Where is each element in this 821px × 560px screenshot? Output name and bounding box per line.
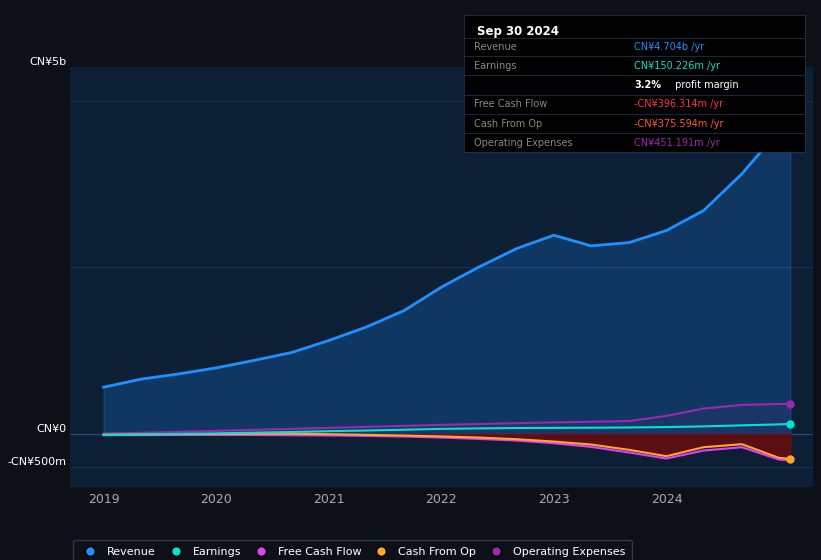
Text: CN¥4.704b /yr: CN¥4.704b /yr <box>635 43 704 53</box>
Legend: Revenue, Earnings, Free Cash Flow, Cash From Op, Operating Expenses: Revenue, Earnings, Free Cash Flow, Cash … <box>73 540 631 560</box>
Text: -CN¥375.594m /yr: -CN¥375.594m /yr <box>635 119 724 128</box>
Text: Cash From Op: Cash From Op <box>474 119 543 128</box>
Text: profit margin: profit margin <box>672 80 738 90</box>
Text: -CN¥500m: -CN¥500m <box>7 457 66 467</box>
Text: Revenue: Revenue <box>474 43 517 53</box>
Text: CN¥451.191m /yr: CN¥451.191m /yr <box>635 138 720 148</box>
Text: Earnings: Earnings <box>474 61 516 71</box>
Text: CN¥150.226m /yr: CN¥150.226m /yr <box>635 61 720 71</box>
Text: CN¥5b: CN¥5b <box>29 57 66 67</box>
Text: Sep 30 2024: Sep 30 2024 <box>478 25 559 38</box>
Text: -CN¥396.314m /yr: -CN¥396.314m /yr <box>635 99 723 109</box>
Text: CN¥0: CN¥0 <box>36 424 66 434</box>
Text: Operating Expenses: Operating Expenses <box>474 138 573 148</box>
Text: 3.2%: 3.2% <box>635 80 661 90</box>
Text: Free Cash Flow: Free Cash Flow <box>474 99 548 109</box>
